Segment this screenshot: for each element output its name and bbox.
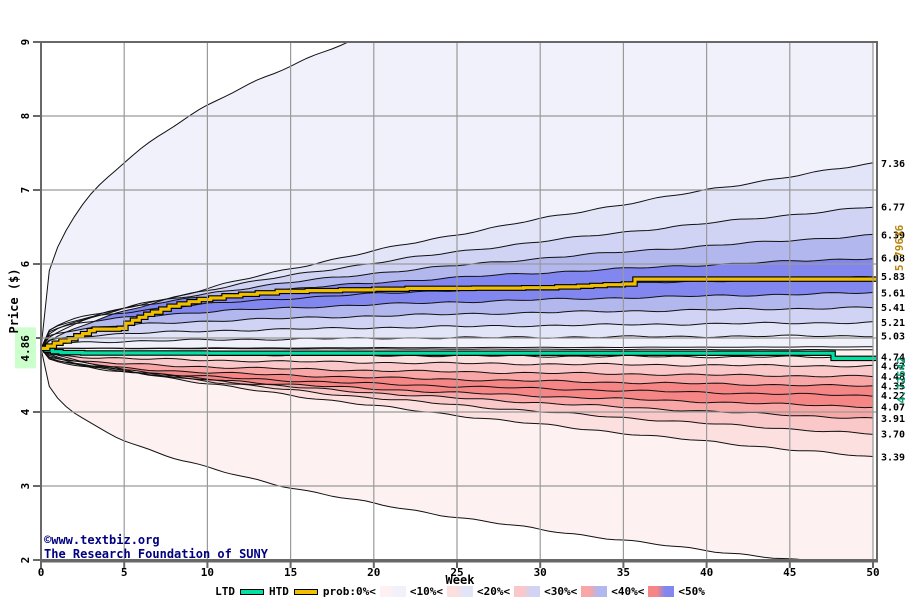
low-fan-band-6 bbox=[41, 348, 873, 419]
copyright-org: The Research Foundation of SUNY bbox=[44, 547, 268, 561]
y-tick-label: 2 bbox=[19, 557, 32, 564]
prob-band-swatch-1 bbox=[446, 586, 473, 597]
prob-band-swatch-0 bbox=[379, 586, 406, 597]
right-value-label: 3.91 bbox=[881, 414, 905, 425]
high-fan-band-4 bbox=[41, 276, 873, 349]
right-value-label: 4.48 bbox=[881, 372, 905, 383]
x-tick-label: 10 bbox=[201, 566, 214, 579]
legend-prob-label-0: prob:0%< bbox=[322, 585, 376, 598]
y-tick-label: 4 bbox=[19, 408, 32, 415]
x-tick-label: 30 bbox=[534, 566, 547, 579]
right-value-label: 4.35 bbox=[881, 382, 905, 393]
x-tick-label: 35 bbox=[617, 566, 630, 579]
right-value-label: 4.22 bbox=[881, 391, 905, 402]
htd-line bbox=[41, 277, 877, 350]
y-tick-label: 6 bbox=[19, 260, 32, 267]
low-fan-band-2 bbox=[41, 348, 873, 377]
start-price-label: 4.86 bbox=[19, 335, 32, 362]
right-value-label: 4.07 bbox=[881, 402, 905, 413]
high-percentile-line-10 bbox=[41, 42, 350, 349]
legend-htd-label: HTD bbox=[269, 585, 289, 598]
legend-ltd-label: LTD bbox=[215, 585, 235, 598]
prob-band-swatch-4 bbox=[648, 586, 675, 597]
copyright-block: ©www.textbiz.org The Research Foundation… bbox=[44, 533, 268, 561]
y-tick-label: 8 bbox=[19, 113, 32, 120]
low-fan-band-3 bbox=[41, 348, 873, 387]
ltd-final-label: 4.72542 bbox=[895, 357, 908, 403]
start-price-badge bbox=[15, 327, 36, 369]
right-value-label: 3.70 bbox=[881, 430, 905, 441]
high-fan-band-8 bbox=[41, 162, 873, 349]
right-value-label: 5.03 bbox=[881, 331, 905, 342]
right-value-label: 5.83 bbox=[881, 272, 905, 283]
y-tick-label: 3 bbox=[19, 483, 32, 490]
y-tick-label: 9 bbox=[19, 39, 32, 46]
legend-prob-label-3: <30%< bbox=[544, 585, 578, 598]
low-fan-band-8 bbox=[41, 348, 873, 457]
right-value-label: 7.36 bbox=[881, 159, 905, 170]
high-fan-band-7 bbox=[41, 207, 873, 349]
high-fan-band-6 bbox=[41, 234, 873, 349]
right-value-label: 4.74 bbox=[881, 353, 905, 364]
x-tick-label: 50 bbox=[866, 566, 879, 579]
low-fan-band-7 bbox=[41, 348, 873, 435]
y-axis-title: Price ($) bbox=[7, 268, 21, 334]
right-value-label: 6.39 bbox=[881, 231, 905, 242]
x-tick-label: 15 bbox=[284, 566, 297, 579]
legend-prob-label-4: <40%< bbox=[611, 585, 645, 598]
right-value-label: 5.21 bbox=[881, 318, 905, 329]
legend-prob-label-2: <20%< bbox=[476, 585, 511, 598]
right-value-label: 4.62 bbox=[881, 362, 905, 373]
copyright-url: ©www.textbiz.org bbox=[44, 533, 160, 547]
x-tick-label: 20 bbox=[367, 566, 380, 579]
high-fan-band-3 bbox=[41, 292, 873, 349]
x-tick-label: 40 bbox=[700, 566, 713, 579]
htd-line-swatch bbox=[293, 588, 318, 595]
htd-final-label: 5.79636 bbox=[893, 224, 906, 271]
x-tick-label: 45 bbox=[783, 566, 796, 579]
x-tick-label: 0 bbox=[38, 566, 45, 579]
x-tick-label: 5 bbox=[121, 566, 128, 579]
low-fan-band-4 bbox=[41, 348, 873, 397]
prob-band-swatch-2 bbox=[514, 586, 541, 597]
y-tick-label: 7 bbox=[19, 187, 32, 194]
x-tick-label: 25 bbox=[450, 566, 463, 579]
x-axis-title: Week bbox=[445, 573, 475, 587]
low-fan-band-5 bbox=[41, 348, 873, 408]
chart-legend: LTD HTD prob:0%< <10%< <20%< <30%< <40%< <50% bbox=[0, 585, 920, 598]
right-value-label: 3.39 bbox=[881, 453, 905, 464]
right-value-label: 5.61 bbox=[881, 288, 905, 299]
high-fan-band-2 bbox=[41, 306, 873, 349]
prob-band-swatch-3 bbox=[581, 586, 608, 597]
legend-prob-label-5: <50% bbox=[678, 585, 705, 598]
right-value-label: 5.41 bbox=[881, 303, 905, 314]
right-value-label: 6.77 bbox=[881, 203, 905, 214]
ltd-line-swatch bbox=[240, 588, 264, 595]
legend-prob-label-1: <10%< bbox=[409, 585, 443, 598]
right-value-label: 6.08 bbox=[881, 254, 905, 265]
